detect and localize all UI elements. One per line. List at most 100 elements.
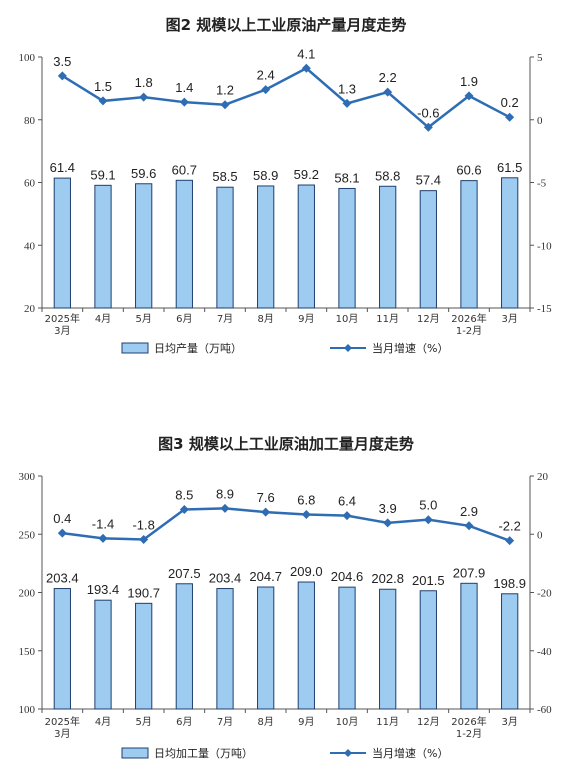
left-tick-label: 250 bbox=[19, 529, 36, 541]
line-value-label: 2.9 bbox=[460, 504, 478, 519]
x-tick-label: 4月 bbox=[95, 716, 111, 728]
growth-line bbox=[62, 507, 511, 542]
bar-value-label: 193.4 bbox=[87, 582, 120, 597]
bar bbox=[175, 583, 193, 710]
line-point bbox=[261, 507, 271, 517]
growth-line bbox=[61, 66, 511, 129]
line-point bbox=[464, 91, 474, 101]
bar bbox=[94, 599, 112, 710]
left-tick-label: 100 bbox=[19, 704, 36, 716]
line-value-label: 5.0 bbox=[419, 498, 437, 513]
bar-value-label: 201.5 bbox=[412, 573, 445, 588]
bar-value-label: 198.9 bbox=[493, 576, 526, 591]
line-value-label: 6.8 bbox=[297, 492, 315, 507]
x-tick-label: 6月 bbox=[176, 313, 192, 325]
bar bbox=[257, 185, 275, 309]
left-tick-label: 60 bbox=[24, 178, 36, 190]
x-tick-label: 8月 bbox=[257, 313, 273, 325]
bar bbox=[297, 184, 315, 309]
line-point bbox=[423, 122, 433, 132]
line-point bbox=[383, 87, 393, 97]
x-tick-label: 9月 bbox=[298, 716, 314, 728]
line-point bbox=[139, 92, 149, 102]
bar bbox=[175, 179, 193, 309]
line-point bbox=[301, 63, 311, 73]
x-tick-label: 3月 bbox=[501, 716, 517, 728]
line-value-label: 0.2 bbox=[501, 95, 519, 110]
bar-value-label: 58.1 bbox=[334, 170, 359, 185]
crude-oil-processing-chart: 图3 规模以上工业原油加工量月度走势300250200150100200-20-… bbox=[19, 435, 553, 760]
left-tick-label: 300 bbox=[19, 471, 36, 483]
bar-value-label: 61.5 bbox=[497, 160, 522, 175]
bar bbox=[460, 180, 478, 309]
legend-bar-label: 日均产量（万吨） bbox=[154, 341, 242, 355]
line-value-label: -1.8 bbox=[132, 517, 154, 532]
x-tick-label: 11月 bbox=[376, 716, 399, 728]
bar-value-label: 207.9 bbox=[453, 565, 486, 580]
x-tick-label: 12月 bbox=[417, 313, 440, 325]
right-tick-label: -10 bbox=[537, 240, 552, 252]
line-value-label: -1.4 bbox=[92, 516, 114, 531]
right-tick-label: -15 bbox=[537, 303, 552, 315]
line-value-label: 3.5 bbox=[53, 54, 71, 69]
bar bbox=[216, 186, 234, 309]
left-tick-label: 100 bbox=[19, 52, 36, 64]
bar-value-label: 58.9 bbox=[253, 168, 278, 183]
bar bbox=[53, 588, 71, 710]
line-point bbox=[179, 97, 189, 107]
line-value-label: 8.9 bbox=[216, 486, 234, 501]
left-tick-label: 40 bbox=[24, 240, 36, 252]
bar bbox=[419, 590, 437, 710]
bar-value-label: 60.6 bbox=[456, 163, 481, 178]
bar-value-label: 57.4 bbox=[416, 173, 441, 188]
line-point bbox=[57, 71, 67, 81]
legend-bar-swatch bbox=[121, 342, 149, 354]
bar-value-label: 61.4 bbox=[50, 160, 75, 175]
legend-line-label: 当月增速（%） bbox=[372, 341, 448, 355]
left-tick-label: 20 bbox=[24, 303, 36, 315]
line-value-label: -2.2 bbox=[498, 519, 520, 534]
line-point bbox=[139, 534, 149, 544]
right-tick-label: -20 bbox=[537, 588, 552, 600]
left-tick-label: 150 bbox=[19, 646, 36, 658]
x-tick-label: 11月 bbox=[376, 313, 399, 325]
x-tick-label: 10月 bbox=[336, 716, 359, 728]
x-tick-label: 12月 bbox=[417, 716, 440, 728]
bar bbox=[135, 183, 153, 309]
bar bbox=[94, 184, 112, 309]
x-tick-label: 7月 bbox=[217, 313, 233, 325]
bar bbox=[501, 593, 519, 710]
line-value-label: 1.5 bbox=[94, 79, 112, 94]
bar bbox=[53, 177, 71, 309]
right-tick-label: 0 bbox=[537, 115, 543, 127]
x-tick-label: 5月 bbox=[135, 313, 151, 325]
legend-line-marker bbox=[344, 344, 352, 352]
line-point bbox=[261, 85, 271, 95]
line-value-label: 0.4 bbox=[53, 511, 71, 526]
line-point bbox=[57, 528, 67, 538]
x-tick-label: 5月 bbox=[135, 716, 151, 728]
legend-line-marker bbox=[344, 749, 352, 757]
line-value-label: 1.8 bbox=[135, 75, 153, 90]
x-tick-label: 8月 bbox=[257, 716, 273, 728]
line-value-label: 8.5 bbox=[175, 487, 193, 502]
bar-value-label: 60.7 bbox=[172, 162, 197, 177]
right-tick-label: -40 bbox=[537, 646, 552, 658]
legend-line-label: 当月增速（%） bbox=[372, 746, 448, 760]
x-tick-label: 9月 bbox=[298, 313, 314, 325]
crude-oil-output-chart: 图2 规模以上工业原油产量月度走势 100 80 60 40 20 5 0 -5 -10 -15 20… bbox=[19, 16, 553, 355]
line-point bbox=[342, 511, 352, 521]
line-point bbox=[98, 533, 108, 543]
chart-title: 图2 规模以上工业原油产量月度走势 bbox=[166, 16, 407, 34]
legend-bar-label: 日均加工量（万吨） bbox=[154, 747, 253, 760]
bar bbox=[379, 185, 397, 309]
bar bbox=[419, 190, 437, 309]
line-value-label: 1.4 bbox=[175, 80, 193, 95]
left-tick-label: 200 bbox=[19, 588, 36, 600]
bar-value-label: 202.8 bbox=[371, 571, 404, 586]
line-value-label: 7.6 bbox=[257, 490, 275, 505]
bar bbox=[460, 582, 478, 710]
line-point bbox=[98, 96, 108, 106]
bar bbox=[297, 581, 315, 710]
bar-value-label: 59.2 bbox=[294, 167, 319, 182]
